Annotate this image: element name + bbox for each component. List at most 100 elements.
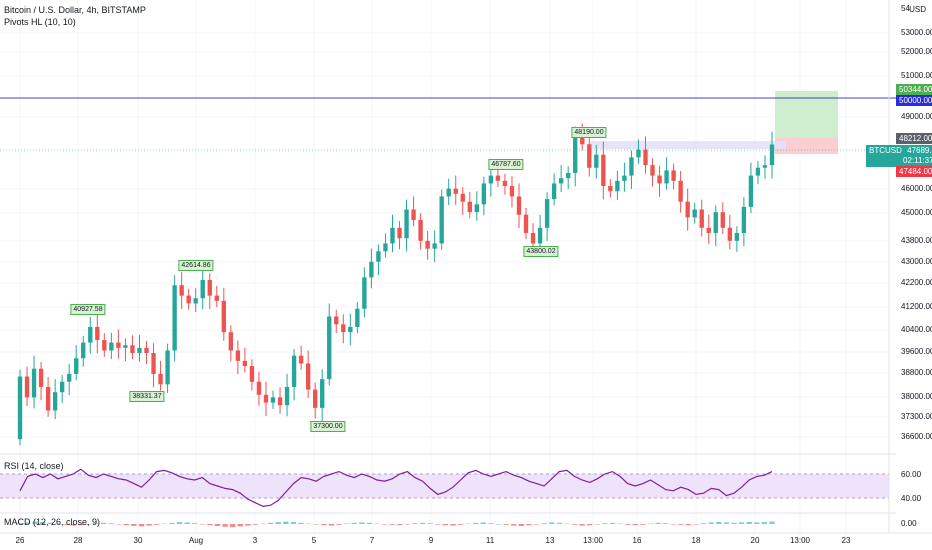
- candle: [24, 366, 30, 407]
- price-tick: 39600.00: [901, 347, 932, 356]
- macd-tick: 0.00: [901, 519, 917, 528]
- candle: [657, 165, 662, 197]
- macd-bar: [564, 523, 570, 525]
- candle-body: [59, 381, 65, 393]
- macd-bar: [602, 523, 608, 524]
- rsi-tick: 60.00: [901, 470, 922, 479]
- macd-bar: [693, 524, 699, 525]
- candle-body: [720, 212, 725, 228]
- pivot-high-label[interactable]: 40927.58: [70, 304, 106, 315]
- candle-body: [425, 240, 430, 249]
- candle: [81, 335, 86, 367]
- candle-body: [587, 144, 592, 168]
- pivot-low-label[interactable]: 38331.37: [129, 391, 165, 402]
- candle-body: [509, 186, 515, 197]
- indicator-title[interactable]: Pivots HL (10, 10): [4, 17, 76, 27]
- pivot-low-label[interactable]: 43800.02: [523, 246, 559, 257]
- candle-body: [734, 233, 740, 241]
- candle-body: [179, 285, 184, 296]
- candle: [509, 176, 515, 208]
- time-tick: 13: [545, 536, 555, 545]
- pivot-high-label[interactable]: 42614.86: [178, 260, 214, 271]
- time-tick: 13:00: [582, 536, 604, 545]
- pivot-low-label[interactable]: 37300.00: [310, 421, 346, 432]
- candle: [95, 313, 100, 354]
- candle: [31, 355, 37, 409]
- macd-title[interactable]: MACD (12, 26, close, 9): [4, 517, 101, 527]
- macd-bar: [685, 524, 692, 526]
- candle: [102, 333, 107, 357]
- candle-body: [305, 363, 311, 390]
- candle: [376, 244, 381, 276]
- candle: [460, 187, 465, 215]
- currency-label[interactable]: USD: [909, 5, 926, 14]
- candle: [284, 373, 290, 417]
- time-tick: 3: [252, 536, 258, 545]
- macd-bar: [268, 522, 274, 524]
- candle-body: [558, 178, 564, 184]
- candle: [734, 226, 740, 252]
- macd-bar: [123, 524, 130, 526]
- candle: [755, 160, 761, 185]
- price-tick: 42200.00: [901, 278, 932, 287]
- rsi-title[interactable]: RSI (14, close): [4, 461, 64, 471]
- macd-bar: [313, 524, 319, 525]
- macd-bar: [359, 522, 365, 524]
- price-tick: 51000.00: [901, 71, 932, 80]
- candle: [467, 191, 472, 219]
- candle: [348, 313, 353, 346]
- macd-bar: [374, 523, 380, 525]
- price-tick: 40400.00: [901, 325, 932, 334]
- candle-body: [453, 188, 458, 194]
- macd-bar: [351, 522, 357, 524]
- candle: [52, 379, 58, 420]
- macd-bar: [85, 524, 92, 525]
- candle-body: [291, 355, 297, 387]
- macd-bar: [473, 522, 479, 524]
- candle-body: [523, 214, 529, 233]
- pivot-high-label[interactable]: 46787.60: [488, 159, 524, 170]
- macd-bar: [199, 524, 205, 525]
- candle-body: [17, 376, 23, 440]
- macd-bar: [662, 523, 669, 524]
- candle: [762, 155, 768, 179]
- macd-bar: [24, 522, 31, 524]
- candle-body: [474, 204, 480, 213]
- macd-bar: [298, 522, 304, 524]
- macd-bar: [161, 523, 167, 525]
- macd-bar: [138, 524, 145, 527]
- macd-bar: [556, 522, 562, 524]
- candle-body: [95, 326, 100, 340]
- candle-body: [334, 316, 339, 325]
- candle-body: [692, 209, 697, 218]
- macd-bar: [579, 524, 585, 526]
- pivot-high-label[interactable]: 48190.00: [571, 127, 607, 138]
- symbol-name: BTCUSD: [869, 146, 902, 155]
- stop-price-tag: 47484.00: [896, 166, 932, 177]
- symbol-price-tag: BTCUSD 47689.85 02:11:37: [866, 145, 932, 167]
- macd-bar: [283, 521, 289, 524]
- candle: [123, 338, 128, 362]
- candle: [221, 287, 226, 341]
- macd-bar: [290, 522, 297, 524]
- symbol-title[interactable]: Bitcoin / U.S. Dollar, 4h, BITSTAMP: [4, 5, 146, 15]
- candle: [636, 139, 641, 164]
- macd-bar: [230, 524, 236, 528]
- macd-bar: [511, 524, 517, 526]
- candle-body: [678, 180, 683, 202]
- candle-body: [284, 386, 290, 406]
- macd-bar: [252, 524, 259, 525]
- macd-bar: [594, 524, 600, 525]
- candle-body: [727, 227, 733, 241]
- candle-body: [629, 157, 634, 176]
- macd-bar: [397, 524, 403, 526]
- candle: [741, 196, 747, 247]
- macd-bar: [587, 524, 593, 526]
- macd-bar: [305, 523, 312, 525]
- candle-body: [38, 368, 44, 387]
- candle: [242, 347, 248, 373]
- candle-body: [643, 149, 648, 166]
- candle: [179, 272, 184, 309]
